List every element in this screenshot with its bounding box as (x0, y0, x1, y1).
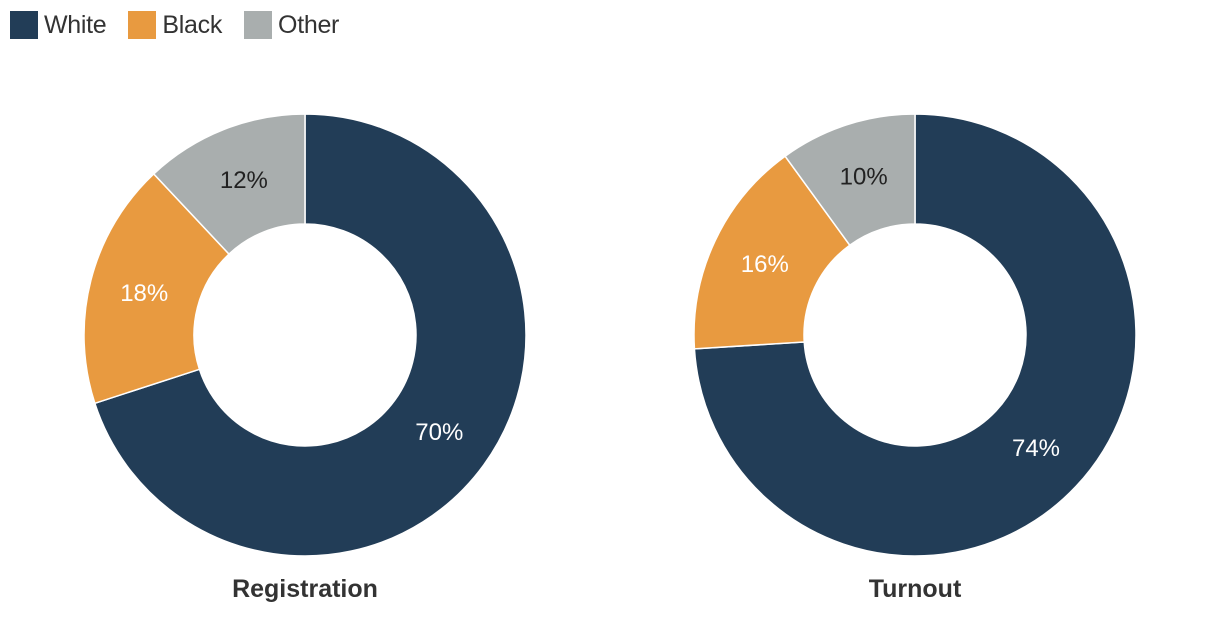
slice-label-white: 70% (415, 419, 463, 446)
slice-label-black: 18% (120, 280, 168, 307)
legend-swatch-black (128, 11, 157, 39)
slice-black (693, 155, 851, 350)
legend-item-black: Black (128, 11, 222, 40)
slice-label-other: 10% (840, 164, 888, 191)
donut-chart-registration: 70% 18% 12% (83, 113, 527, 557)
donut-chart-turnout: 74% 16% 10% (693, 113, 1137, 557)
slice-label-black: 16% (741, 251, 789, 278)
slice-label-other: 12% (220, 167, 268, 194)
slice-black (83, 172, 231, 405)
legend-label-other: Other (278, 10, 340, 39)
legend-swatch-other (244, 11, 273, 39)
legend: White Black Other (10, 9, 361, 41)
legend-item-other: Other (244, 11, 339, 40)
slice-other (784, 113, 916, 247)
legend-swatch-white (10, 11, 38, 39)
legend-item-white: White (10, 10, 107, 40)
legend-label-black: Black (162, 10, 223, 39)
slice-white (93, 113, 527, 557)
chart-title-turnout: Turnout (869, 575, 962, 603)
slice-label-white: 74% (1012, 435, 1060, 462)
chart-title-registration: Registration (232, 575, 378, 603)
legend-label-white: White (44, 10, 107, 39)
slice-white (693, 113, 1137, 557)
slice-other (152, 113, 306, 256)
